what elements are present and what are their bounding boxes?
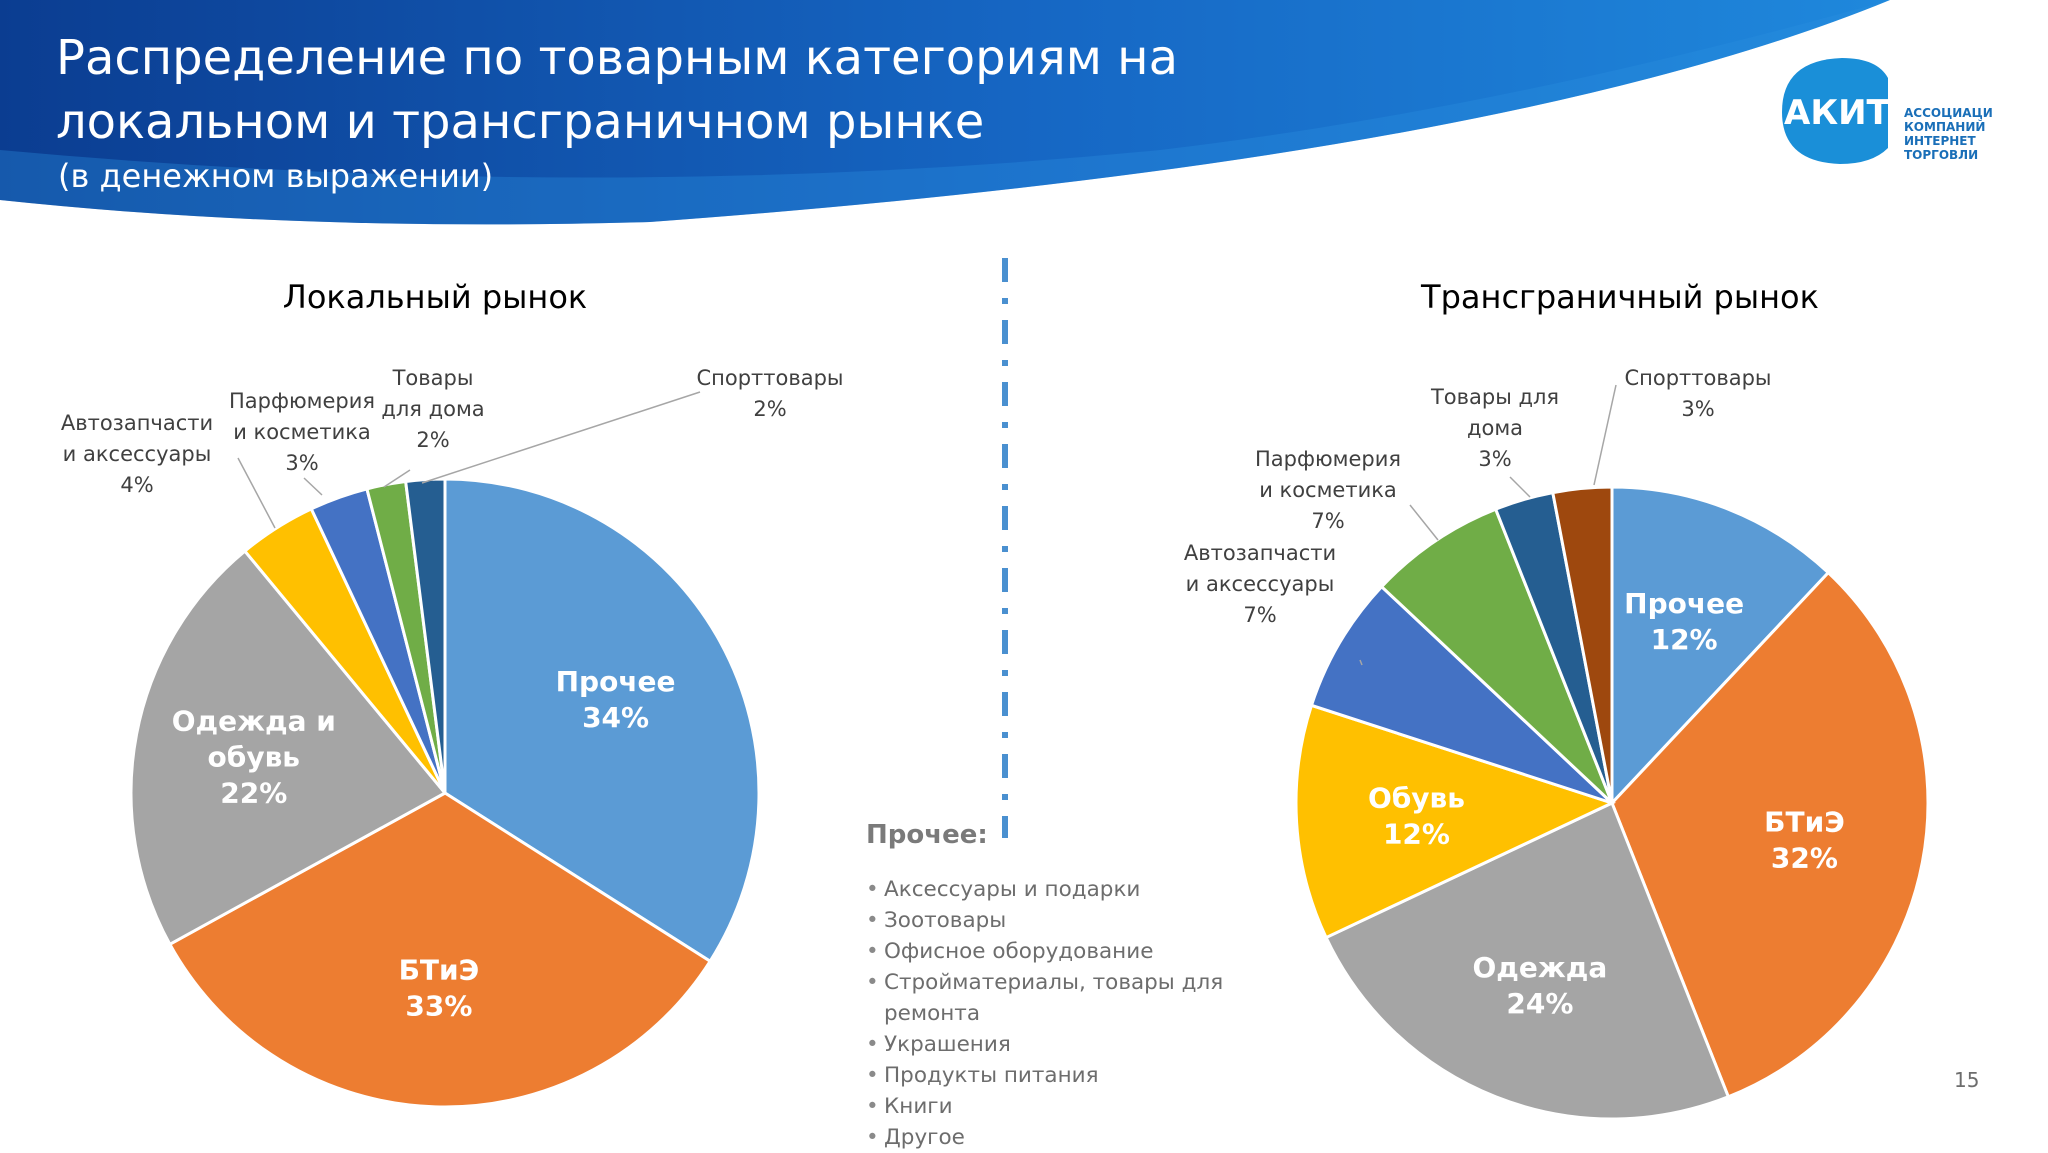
pie-slice (1610, 570, 1930, 1099)
leader-line (421, 391, 701, 484)
leader-line (237, 457, 276, 529)
others-legend: Прочее: Аксессуары и подарки Зоотовары О… (866, 820, 1226, 1153)
slice-label: Спорттовары 3% (1624, 366, 1771, 421)
slice-label: Обувь 12% (1368, 781, 1465, 850)
slice-label: Автозапчасти и аксессуары 4% (61, 411, 213, 497)
slice-label: Прочее 12% (1624, 587, 1744, 656)
leader-line (1359, 659, 1363, 666)
chart-divider (1002, 258, 1008, 838)
slice-label: Одежда и обувь 22% (172, 705, 336, 810)
pie-slice (1379, 507, 1614, 805)
others-item: Другое (866, 1122, 1226, 1153)
logo-line4: ТОРГОВЛИ (1904, 148, 1978, 162)
pie-slice (1294, 703, 1617, 940)
leader-line (1593, 384, 1617, 486)
slice-label: БТиЭ 33% (399, 954, 480, 1023)
logo-abbr: АКИТ (1784, 93, 1891, 133)
page-number: 15 (1954, 1068, 1980, 1092)
slice-label: БТиЭ 32% (1764, 806, 1845, 875)
leader-line (1509, 476, 1531, 498)
pie-slice (443, 477, 761, 964)
others-item: Стройматериалы, товары для ремонта (866, 967, 1226, 1029)
leader-line (303, 477, 323, 496)
logo-line1: АССОЦИАЦИЯ (1904, 106, 1992, 120)
slide-title-line2: локальном и трансграничном рынке (56, 94, 985, 150)
leader-line (383, 469, 411, 488)
header-banner (0, 0, 1890, 225)
slice-label: Парфюмерия и косметика 3% (229, 389, 375, 475)
slice-label: Товары для дома 2% (381, 366, 484, 452)
slice-label: Товары для дома 3% (1430, 385, 1559, 471)
logo-line3: ИНТЕРНЕТ (1904, 134, 1977, 148)
others-item: Зоотовары (866, 905, 1226, 936)
pie-slice (1551, 485, 1614, 804)
slice-label: Спорттовары 2% (696, 366, 843, 421)
slide-title-line1: Распределение по товарным категориям на (56, 30, 1178, 86)
akit-logo: АКИТ АССОЦИАЦИЯ КОМПАНИЙ ИНТЕРНЕТ ТОРГОВ… (1782, 58, 1992, 164)
pie-slice (1309, 584, 1614, 805)
pie-slice (1610, 485, 1831, 807)
others-title: Прочее: (866, 820, 988, 850)
chart-title-local: Локальный рынок (282, 278, 588, 316)
slide-subtitle: (в денежном выражении) (58, 157, 494, 195)
logo-line2: КОМПАНИЙ (1904, 119, 1985, 134)
others-item: Украшения (866, 1029, 1226, 1060)
slide-title: Распределение по товарным категориям на … (56, 26, 1178, 154)
pie-slice (129, 548, 448, 947)
chart-title-crossborder: Трансграничный рынок (1421, 278, 1819, 316)
slice-label: Одежда 24% (1472, 951, 1607, 1020)
others-item: Продукты питания (866, 1060, 1226, 1091)
slice-label: Автозапчасти и аксессуары 7% (1184, 541, 1336, 627)
others-list: Аксессуары и подарки Зоотовары Офисное о… (866, 874, 1226, 1153)
others-item: Аксессуары и подарки (866, 874, 1226, 905)
pie-slice (1324, 800, 1731, 1121)
leader-line (1409, 504, 1439, 541)
others-item: Книги (866, 1091, 1226, 1122)
slice-label: Парфюмерия и косметика 7% (1255, 447, 1401, 533)
others-item: Офисное оборудование (866, 936, 1226, 967)
slice-label: Прочее 34% (556, 665, 676, 734)
pie-slice (403, 477, 447, 794)
